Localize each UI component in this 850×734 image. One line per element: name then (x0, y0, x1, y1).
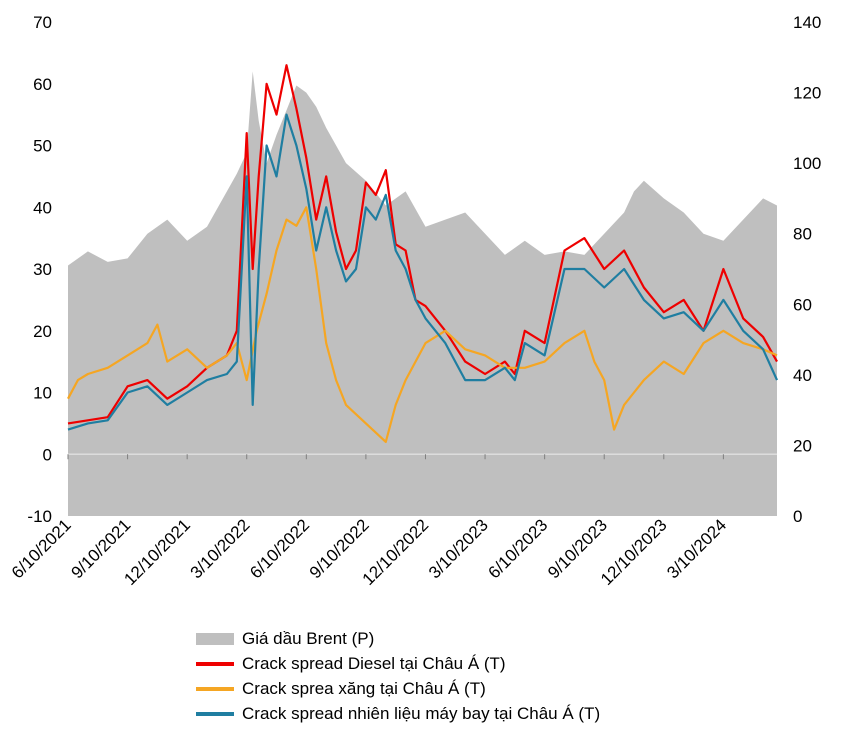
left-axis-tick-label: 60 (33, 75, 52, 94)
legend-item-jet-fuel: Crack spread nhiên liệu máy bay tại Châu… (196, 701, 600, 726)
right-axis-tick-label: 40 (793, 366, 812, 385)
left-axis-tick-label: 0 (43, 445, 52, 464)
left-axis-tick-label: 30 (33, 260, 52, 279)
legend-label-jet-fuel: Crack spread nhiên liệu máy bay tại Châu… (242, 703, 601, 723)
legend-swatch-brent (196, 632, 234, 645)
legend-label-brent: Giá dầu Brent (P) (242, 628, 375, 648)
legend-swatch-diesel (196, 661, 234, 666)
legend-swatch-gasoline (196, 686, 234, 691)
legend-label-gasoline: Crack sprea xăng tại Châu Á (T) (242, 678, 486, 698)
left-axis-tick-label: -10 (27, 507, 52, 526)
legend-item-gasoline: Crack sprea xăng tại Châu Á (T) (196, 676, 600, 701)
legend-label-diesel: Crack spread Diesel tại Châu Á (T) (242, 653, 506, 673)
chart: -10 0 10 20 30 40 50 60 70 0 20 40 60 80 100 120 140 6/10… (8, 13, 821, 589)
left-axis-tick-label: 10 (33, 384, 52, 403)
right-axis-tick-label: 100 (793, 154, 821, 173)
series-area-brent (68, 71, 777, 517)
series-line-jet-fuel (67, 113, 779, 431)
legend: Giá dầu Brent (P) Crack spread Diesel tạ… (196, 626, 600, 726)
right-axis-tick-label: 60 (793, 295, 812, 314)
left-axis-tick-label: 50 (33, 137, 52, 156)
right-axis-tick-label: 120 (793, 84, 821, 103)
series-line-gasoline (67, 206, 778, 443)
left-axis-tick-label: 40 (33, 198, 52, 217)
x-axis-tick-label: 3/10/2023 (425, 515, 492, 582)
left-axis-tick-label: 20 (33, 322, 52, 341)
x-axis-tick-label: 6/10/2022 (246, 515, 313, 582)
right-axis-tick-label: 140 (793, 13, 821, 32)
x-axis-tick-label: 6/10/2023 (485, 515, 552, 582)
right-axis-tick-label: 20 (793, 436, 812, 455)
legend-item-brent: Giá dầu Brent (P) (196, 626, 600, 651)
x-axis-tick-label: 3/10/2022 (187, 515, 254, 582)
legend-item-diesel: Crack spread Diesel tại Châu Á (T) (196, 651, 600, 676)
right-axis-tick-label: 0 (793, 507, 802, 526)
right-axis-tick-label: 80 (793, 225, 812, 244)
left-axis-tick-label: 70 (33, 13, 52, 32)
legend-swatch-jet-fuel (196, 711, 234, 716)
x-axis-tick-label: 3/10/2024 (663, 515, 730, 582)
